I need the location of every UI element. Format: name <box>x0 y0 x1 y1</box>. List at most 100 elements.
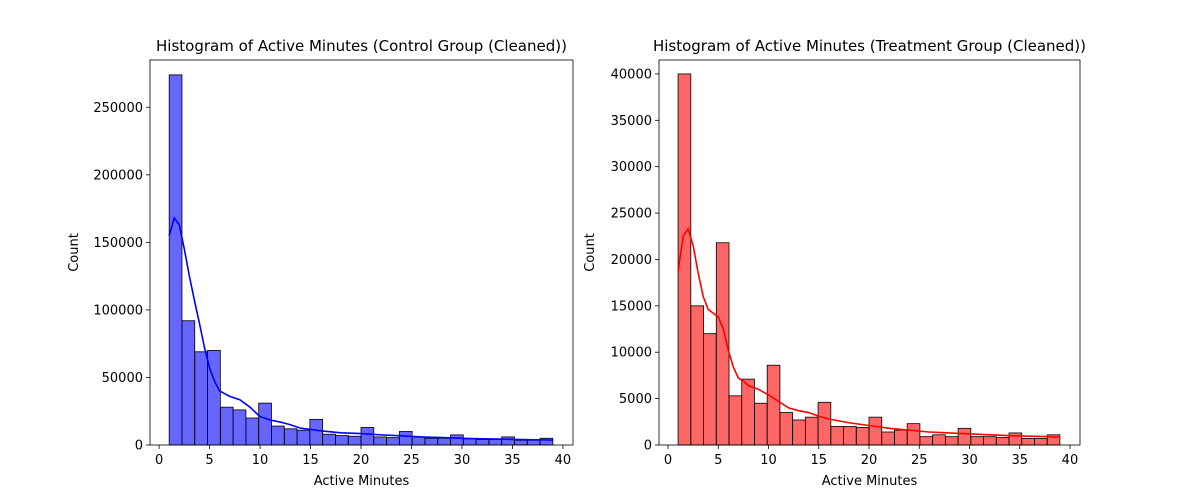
y-tick-label: 20000 <box>611 253 652 268</box>
histogram-bar <box>843 426 857 446</box>
y-tick-label: 100000 <box>93 303 143 318</box>
y-axis-label: Count <box>67 233 82 272</box>
x-tick-label: 35 <box>1011 453 1028 468</box>
x-tick-label: 30 <box>961 453 978 468</box>
histogram-bar <box>868 416 883 446</box>
histogram-bar <box>398 431 413 446</box>
histogram-bar <box>488 439 503 446</box>
histogram-bar <box>754 402 768 446</box>
x-tick-label: 25 <box>403 453 420 468</box>
histogram-bar <box>475 439 490 446</box>
histogram-bar <box>181 320 196 446</box>
x-tick-label: 20 <box>353 453 370 468</box>
histogram-bar <box>437 437 451 446</box>
histogram-bar <box>944 436 959 446</box>
x-tick-label: 30 <box>454 453 471 468</box>
x-tick-label: 20 <box>861 453 878 468</box>
y-tick-label: 50000 <box>102 371 143 386</box>
histogram-bar <box>957 427 972 446</box>
histogram-bar <box>792 419 806 446</box>
treatment-histogram-panel: 0 5 10 15 20 25 30 35 40 0 5000 10000 15000 20000 2500… <box>583 37 1086 489</box>
histogram-bar <box>894 429 908 446</box>
histogram-bar <box>766 364 781 446</box>
histogram-bar <box>360 427 375 446</box>
y-tick-label: 0 <box>644 439 652 454</box>
histogram-bar <box>830 426 844 446</box>
histogram-bar <box>779 412 794 446</box>
histogram-bar <box>804 416 819 446</box>
histogram-bar <box>741 378 755 446</box>
kde-line <box>168 216 553 441</box>
y-tick-label: 250000 <box>93 101 143 116</box>
x-tick-label: 25 <box>911 453 928 468</box>
histogram-bar <box>168 74 183 446</box>
histogram-bar <box>309 418 324 446</box>
y-tick-label: 200000 <box>93 168 143 183</box>
histogram-bar <box>703 333 717 446</box>
histogram-bar <box>450 434 464 446</box>
chart-title: Histogram of Active Minutes (Treatment G… <box>653 37 1086 55</box>
histogram-bar <box>232 409 247 446</box>
histogram-bar <box>322 433 336 446</box>
x-tick-label: 5 <box>714 453 722 468</box>
histogram-bar <box>919 436 934 446</box>
histogram-bar <box>728 395 743 446</box>
histogram-bar <box>386 437 400 446</box>
histogram-bar <box>424 437 439 446</box>
histogram-bar <box>411 436 426 446</box>
y-tick-label: 35000 <box>611 114 652 129</box>
y-tick-label: 15000 <box>611 299 652 314</box>
x-tick-label: 10 <box>760 453 777 468</box>
histogram-bar <box>906 423 921 446</box>
histogram-bar <box>296 429 311 446</box>
control-histogram-panel: 0 5 10 15 20 25 30 35 40 0 50000 100000 150000 200000… <box>67 37 574 489</box>
x-tick-label: 40 <box>1062 453 1079 468</box>
histogram-bar <box>526 439 541 446</box>
histogram-bar <box>1008 432 1023 446</box>
y-tick-label: 25000 <box>611 207 652 222</box>
histogram-bar <box>335 435 349 446</box>
kde-line <box>677 227 1060 438</box>
axes-frame <box>658 59 1081 446</box>
x-tick-label: 0 <box>155 453 163 468</box>
x-tick-label: 5 <box>205 453 213 468</box>
histogram-bar <box>1021 438 1035 446</box>
histogram-bar <box>245 417 260 446</box>
histogram-bar <box>194 351 208 446</box>
x-axis-label: Active Minutes <box>822 474 918 489</box>
histogram-bar <box>258 402 272 446</box>
x-tick-label: 15 <box>810 453 827 468</box>
x-tick-label: 10 <box>252 453 269 468</box>
histogram-bar <box>219 406 234 446</box>
axes-frame <box>149 59 574 446</box>
x-tick-label: 40 <box>555 453 572 468</box>
y-tick-label: 5000 <box>619 392 652 407</box>
histogram-bar <box>881 431 895 446</box>
y-tick-label: 10000 <box>611 346 652 361</box>
x-tick-label: 35 <box>504 453 521 468</box>
histogram-bar <box>690 305 704 446</box>
histogram-bar <box>373 436 387 446</box>
histogram-bar <box>970 436 984 446</box>
histogram-bar <box>347 435 362 446</box>
histogram-bar <box>932 434 946 446</box>
histogram-bar <box>283 428 298 446</box>
x-axis-label: Active Minutes <box>314 474 410 489</box>
y-axis-label: Count <box>583 233 598 272</box>
histogram-bar <box>855 426 870 446</box>
histogram-bar <box>271 425 285 446</box>
histogram-bar <box>817 401 832 446</box>
histogram-bar <box>514 439 528 446</box>
histogram-bar <box>462 438 477 446</box>
x-tick-label: 0 <box>664 453 672 468</box>
y-tick-label: 0 <box>135 439 143 454</box>
histogram-bar <box>983 436 997 446</box>
x-tick-label: 15 <box>302 453 319 468</box>
y-tick-label: 150000 <box>93 236 143 251</box>
histogram-bar <box>1034 438 1048 446</box>
histogram-bar <box>501 436 515 446</box>
y-tick-label: 40000 <box>611 67 652 82</box>
histogram-bar <box>995 437 1010 446</box>
y-tick-label: 30000 <box>611 160 652 175</box>
